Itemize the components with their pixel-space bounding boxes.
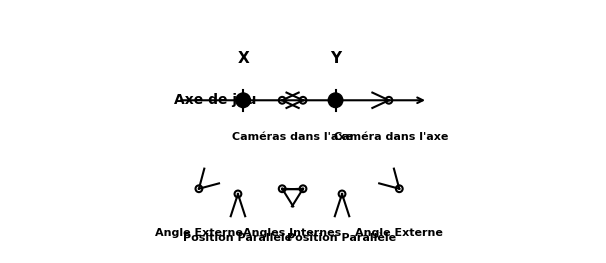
Circle shape — [236, 93, 250, 108]
Text: Axe de jeu: Axe de jeu — [174, 93, 256, 107]
Text: Angle Externe: Angle Externe — [355, 228, 443, 238]
Text: Caméra dans l'axe: Caméra dans l'axe — [335, 132, 448, 141]
Text: Angles Internes: Angles Internes — [244, 228, 342, 238]
Text: Position Parallèle: Position Parallèle — [184, 233, 293, 243]
Text: Angle Externe: Angle Externe — [155, 228, 243, 238]
Text: Position Parallèle: Position Parallèle — [287, 233, 396, 243]
Circle shape — [328, 93, 343, 108]
Text: Y: Y — [330, 52, 341, 67]
Text: Caméras dans l'axe: Caméras dans l'axe — [232, 132, 353, 141]
Text: X: X — [238, 52, 249, 67]
